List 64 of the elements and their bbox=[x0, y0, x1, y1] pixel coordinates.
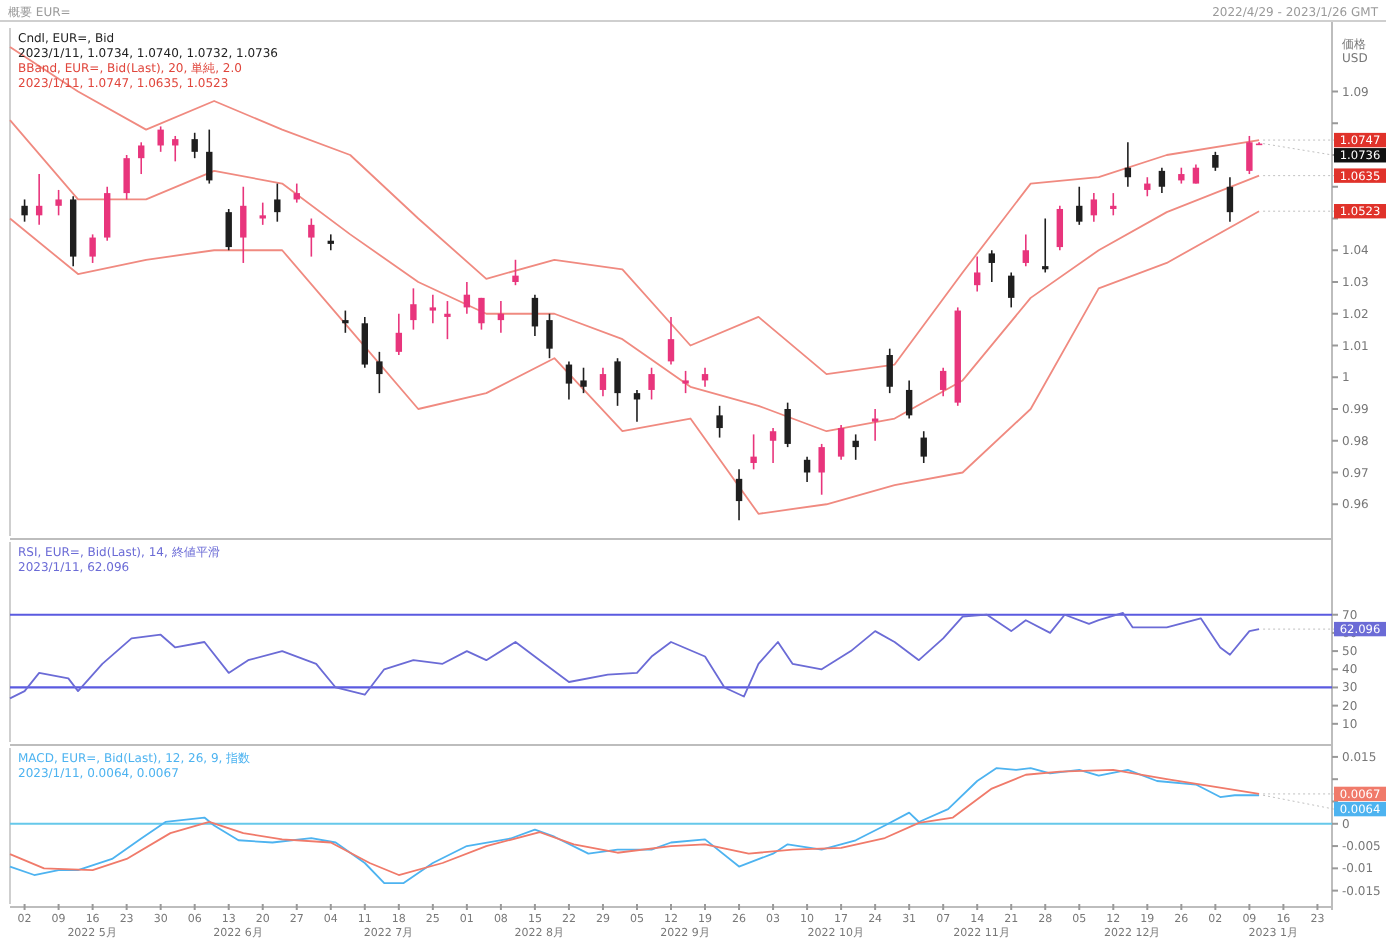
candlestick bbox=[1226, 176, 1234, 223]
candlestick bbox=[342, 309, 349, 334]
candlestick bbox=[974, 255, 981, 293]
candlestick bbox=[410, 287, 417, 331]
candlestick bbox=[327, 233, 334, 252]
candlestick bbox=[123, 154, 130, 201]
candlestick bbox=[361, 316, 368, 369]
candlestick bbox=[735, 468, 743, 521]
candlestick bbox=[274, 182, 281, 223]
candlestick bbox=[599, 366, 607, 398]
candlestick bbox=[1076, 185, 1083, 226]
candlestick bbox=[837, 424, 845, 461]
candlestick bbox=[157, 125, 164, 153]
candlestick bbox=[444, 300, 451, 340]
candlestick bbox=[784, 401, 791, 448]
candlestick bbox=[1110, 192, 1117, 217]
candlestick bbox=[395, 312, 403, 356]
candlestick bbox=[667, 316, 675, 366]
candlestick bbox=[308, 217, 315, 258]
candlestick bbox=[531, 293, 539, 337]
candlestick bbox=[478, 297, 485, 331]
candlestick bbox=[716, 405, 723, 439]
candlestick bbox=[769, 427, 777, 464]
candlestick bbox=[852, 433, 859, 461]
candlestick bbox=[546, 312, 553, 359]
candlestick bbox=[89, 233, 96, 264]
candlestick bbox=[818, 443, 825, 496]
candlestick bbox=[1158, 166, 1166, 194]
candlestick bbox=[240, 185, 247, 264]
candlestick bbox=[920, 430, 927, 464]
candlestick bbox=[1090, 192, 1098, 223]
line-series bbox=[9, 119, 1260, 433]
candlestick bbox=[648, 366, 655, 401]
candlestick bbox=[886, 347, 893, 394]
candlestick bbox=[206, 128, 213, 185]
candlestick bbox=[55, 189, 62, 217]
candlestick bbox=[1144, 176, 1151, 198]
candlestick bbox=[905, 379, 913, 420]
candlestick bbox=[580, 366, 587, 394]
candlestick bbox=[614, 357, 621, 407]
candlestick bbox=[682, 370, 689, 394]
candlestick bbox=[939, 366, 947, 398]
candlestick bbox=[1056, 205, 1064, 252]
candlestick bbox=[21, 198, 28, 223]
candlestick bbox=[1022, 233, 1029, 267]
candlestick bbox=[803, 455, 811, 483]
candlestick bbox=[871, 408, 879, 442]
candlestick bbox=[1192, 163, 1200, 185]
candlestick bbox=[512, 258, 519, 286]
candlestick bbox=[376, 351, 383, 394]
candlestick bbox=[104, 185, 111, 242]
candlestick bbox=[1212, 151, 1219, 172]
line-series bbox=[9, 612, 1260, 700]
candlestick bbox=[565, 360, 573, 401]
candlestick bbox=[429, 293, 437, 325]
candlestick bbox=[988, 249, 995, 283]
candlestick bbox=[225, 208, 232, 252]
candlestick bbox=[750, 433, 757, 471]
line-series bbox=[9, 210, 1260, 515]
candlestick bbox=[1042, 217, 1049, 274]
candlestick bbox=[191, 131, 198, 159]
candlestick bbox=[259, 201, 266, 226]
candlestick bbox=[1008, 271, 1015, 309]
candlestick bbox=[138, 141, 145, 175]
